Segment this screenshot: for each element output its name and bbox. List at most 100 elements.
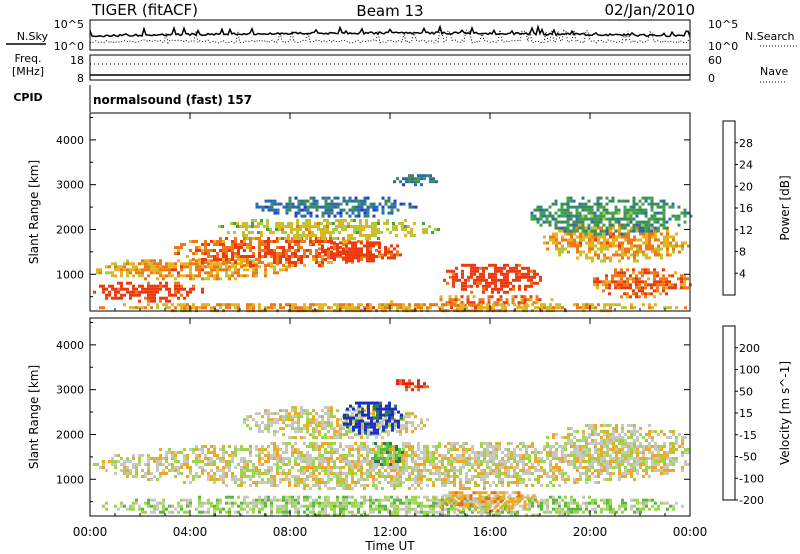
data-cell: [591, 238, 594, 242]
data-cell: [399, 484, 402, 487]
data-cell: [659, 199, 663, 203]
data-cell: [255, 274, 258, 278]
data-cell: [681, 247, 684, 251]
data-cell: [249, 246, 252, 249]
data-cell: [255, 469, 258, 472]
data-cell: [333, 415, 336, 419]
data-cell: [236, 225, 239, 228]
data-cell: [318, 247, 321, 251]
data-cell: [314, 225, 317, 228]
data-cell: [354, 513, 357, 517]
data-cell: [617, 217, 621, 221]
data-cell: [405, 412, 408, 416]
data-cell: [273, 478, 276, 481]
data-cell: [584, 214, 588, 218]
data-cell: [689, 214, 693, 218]
data-cell: [99, 284, 102, 288]
data-cell: [615, 448, 618, 451]
data-cell: [201, 265, 204, 269]
data-cell: [299, 228, 302, 231]
data-cell: [525, 451, 528, 454]
data-cell: [620, 268, 623, 272]
data-cell: [183, 463, 186, 466]
data-cell: [573, 244, 576, 248]
data-cell: [171, 469, 174, 472]
data-cell: [288, 469, 291, 472]
data-cell: [201, 277, 204, 281]
data-cell: [408, 478, 411, 481]
data-cell: [138, 306, 141, 310]
data-cell: [321, 415, 324, 419]
data-cell: [456, 454, 459, 457]
data-cell: [369, 495, 372, 499]
data-cell: [383, 451, 386, 454]
data-cell: [180, 287, 183, 291]
data-cell: [666, 244, 669, 248]
data-cell: [352, 407, 355, 411]
data-cell: [267, 457, 270, 460]
data-cell: [189, 240, 192, 243]
data-cell: [231, 504, 234, 508]
data-cell: [480, 463, 483, 466]
data-cell: [288, 478, 291, 481]
data-cell: [303, 487, 306, 490]
data-cell: [578, 202, 582, 206]
data-cell: [569, 229, 573, 233]
data-cell: [330, 205, 334, 209]
data-cell: [321, 261, 324, 264]
data-cell: [255, 205, 259, 209]
data-cell: [192, 303, 195, 307]
data-cell: [501, 478, 504, 481]
data-cell: [339, 454, 342, 457]
data-cell: [414, 183, 417, 187]
data-cell: [552, 469, 555, 472]
data-cell: [138, 460, 141, 463]
data-cell: [207, 507, 210, 511]
data-cell: [648, 466, 651, 469]
data-cell: [309, 237, 312, 240]
data-cell: [153, 293, 156, 297]
data-cell: [614, 286, 617, 290]
data-cell: [380, 454, 383, 457]
data-cell: [345, 261, 348, 264]
data-cell: [342, 448, 345, 451]
data-cell: [650, 292, 653, 296]
data-cell: [396, 478, 399, 481]
data-cell: [380, 445, 383, 448]
data-cell: [240, 481, 243, 484]
data-cell: [459, 445, 462, 448]
data-cell: [123, 469, 126, 472]
data-cell: [135, 472, 138, 475]
data-cell: [435, 466, 438, 469]
data-cell: [285, 495, 288, 499]
data-cell: [174, 277, 177, 281]
data-cell: [276, 463, 279, 466]
data-cell: [501, 481, 504, 484]
data-cell: [417, 177, 420, 181]
data-cell: [375, 205, 379, 209]
data-cell: [314, 222, 317, 225]
data-cell: [255, 481, 258, 484]
data-cell: [270, 478, 273, 481]
data-cell: [363, 211, 367, 215]
data-cell: [192, 460, 195, 463]
data-cell: [636, 226, 639, 230]
data-cell: [201, 501, 204, 505]
data-cell: [669, 463, 672, 466]
data-cell: [300, 469, 303, 472]
data-cell: [267, 249, 270, 252]
data-cell: [372, 202, 376, 206]
data-cell: [336, 495, 339, 499]
data-cell: [159, 475, 162, 478]
data-cell: [420, 306, 423, 310]
data-cell: [447, 472, 450, 475]
data-cell: [330, 250, 333, 254]
data-cell: [609, 478, 612, 481]
data-cell: [397, 410, 400, 414]
data-cell: [459, 478, 462, 481]
data-cell: [588, 241, 591, 245]
data-cell: [548, 214, 552, 218]
data-cell: [585, 306, 588, 310]
data-cell: [102, 463, 105, 466]
data-cell: [575, 220, 579, 224]
